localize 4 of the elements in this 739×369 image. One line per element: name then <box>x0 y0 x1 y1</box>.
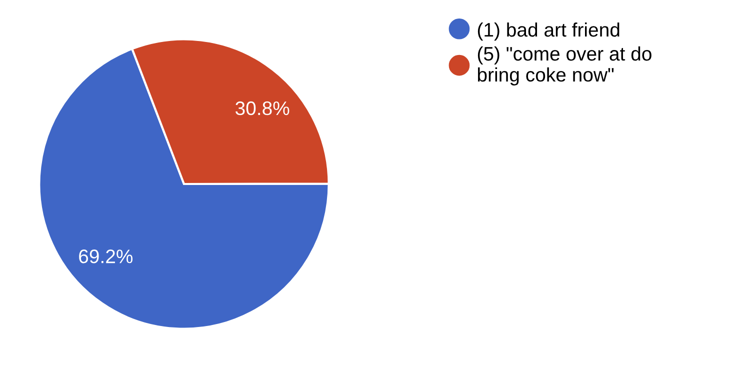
data-label: 30.8% <box>236 101 290 116</box>
legend-label: (1) bad art friend <box>478 22 620 41</box>
data-label: 69.2% <box>79 249 133 264</box>
legend-label: (5) "come over at do bring coke now" <box>478 46 652 86</box>
